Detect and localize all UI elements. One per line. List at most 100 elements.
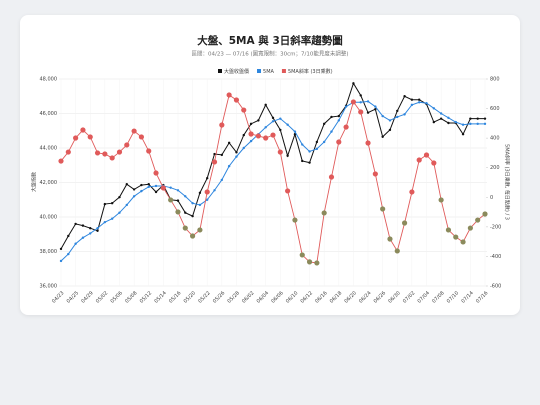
point <box>279 128 282 132</box>
point <box>403 95 406 98</box>
legend-label: 大盤收盤價 <box>224 68 249 75</box>
x-tick-label: 06/02 <box>241 290 255 304</box>
x-tick-label: 05/12 <box>139 290 153 304</box>
point <box>337 119 340 122</box>
point <box>110 217 114 220</box>
series-line <box>60 82 485 250</box>
point <box>447 121 450 125</box>
point <box>454 120 457 124</box>
point <box>220 178 224 182</box>
point <box>204 189 210 195</box>
point <box>453 234 459 240</box>
point <box>271 120 275 123</box>
point <box>154 184 158 188</box>
point <box>96 227 99 230</box>
y2-tick-label: -600 <box>490 284 501 290</box>
legend-swatch <box>218 69 222 73</box>
point <box>315 147 319 151</box>
point <box>394 248 400 254</box>
point <box>131 128 137 134</box>
point <box>409 189 415 195</box>
point <box>168 197 174 203</box>
point <box>255 133 261 139</box>
point <box>189 233 196 239</box>
point <box>241 107 247 113</box>
x-tick-label: 04/23 <box>51 290 65 304</box>
y-tick-label: 40,000 <box>40 215 58 221</box>
point <box>286 123 289 126</box>
point <box>418 101 421 104</box>
point <box>330 115 333 119</box>
point <box>438 197 444 203</box>
point <box>67 252 70 256</box>
point <box>87 134 93 140</box>
point <box>81 224 85 227</box>
legend-swatch <box>281 69 286 73</box>
point <box>344 105 348 108</box>
point <box>396 115 399 119</box>
point <box>476 122 479 126</box>
point <box>271 116 275 120</box>
point <box>73 135 79 141</box>
point <box>381 135 384 138</box>
point <box>431 160 437 166</box>
point <box>220 153 224 157</box>
y2-tick-label: 600 <box>490 106 500 112</box>
x-tick-label: 05/02 <box>95 290 109 304</box>
point <box>374 107 377 111</box>
point <box>387 236 393 242</box>
point <box>366 100 370 103</box>
x-tick-label: 06/10 <box>285 290 299 304</box>
point <box>410 98 414 101</box>
point <box>249 139 253 143</box>
point <box>467 225 473 231</box>
point <box>67 234 70 238</box>
point <box>213 189 216 192</box>
point <box>372 171 378 177</box>
point <box>425 101 428 105</box>
x-tick-label: 04/29 <box>80 290 94 304</box>
chart-subtitle: 區間：04/23 — 07/16 (圖寬限制：30cm；7/10能見度未調整) <box>192 50 349 58</box>
point <box>176 199 180 202</box>
point <box>182 225 188 231</box>
point <box>74 222 77 226</box>
point <box>359 101 362 104</box>
point <box>469 117 472 120</box>
point <box>146 148 152 154</box>
x-tick-label: 07/14 <box>460 290 474 304</box>
point <box>447 116 450 120</box>
point <box>242 133 245 137</box>
legend-label: 5MA斜率 (3日乘數) <box>288 68 333 75</box>
point <box>147 183 150 186</box>
point <box>191 214 194 218</box>
point <box>322 140 326 144</box>
x-tick-label: 07/16 <box>475 290 489 304</box>
point <box>352 82 355 85</box>
point <box>263 135 269 141</box>
point <box>337 114 340 118</box>
point <box>306 259 313 265</box>
point <box>286 154 289 157</box>
x-tick-label: 05/20 <box>183 290 197 304</box>
point <box>461 133 465 136</box>
point <box>102 151 108 157</box>
point <box>315 140 319 144</box>
point <box>206 198 209 201</box>
point <box>154 190 158 194</box>
x-tick-label: 06/12 <box>300 290 314 304</box>
point <box>248 131 254 137</box>
point <box>124 142 130 148</box>
y-tick-label: 46,000 <box>40 111 58 117</box>
point <box>380 206 386 212</box>
point <box>350 99 357 105</box>
point <box>301 143 304 146</box>
point <box>483 117 487 120</box>
y2-tick-label: 800 <box>490 77 500 83</box>
x-tick-label: 07/04 <box>417 290 431 304</box>
point <box>109 155 115 161</box>
x-tick-label: 06/04 <box>256 290 270 304</box>
x-tick-label: 05/28 <box>226 290 240 304</box>
point <box>439 117 443 120</box>
point <box>410 103 414 107</box>
point <box>322 122 326 126</box>
